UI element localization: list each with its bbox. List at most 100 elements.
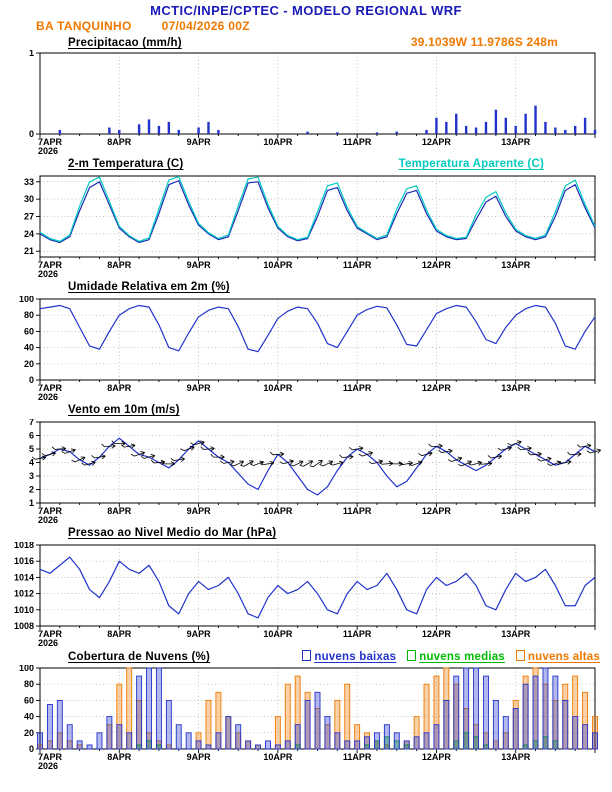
svg-text:2026: 2026 (38, 515, 58, 525)
svg-text:27: 27 (24, 212, 34, 222)
svg-text:20: 20 (24, 359, 34, 369)
svg-text:11APR: 11APR (343, 260, 372, 270)
svg-text:7APR: 7APR (38, 383, 63, 393)
panel-pressure: Pressao ao Nivel Medio do Mar (hPa) 1008… (0, 527, 612, 648)
svg-text:1018: 1018 (14, 542, 34, 550)
legend-apparent-temperature: Temperatura Aparente (C) (398, 158, 544, 170)
svg-text:7APR: 7APR (38, 260, 63, 270)
svg-text:0: 0 (29, 744, 34, 754)
svg-text:12APR: 12APR (422, 383, 452, 393)
svg-text:8APR: 8APR (107, 629, 132, 639)
svg-text:11APR: 11APR (343, 137, 372, 147)
svg-text:1014: 1014 (14, 572, 34, 582)
header: MCTIC/INPE/CPTEC - MODELO REGIONAL WRF B… (0, 0, 612, 33)
svg-text:100: 100 (19, 296, 34, 304)
svg-text:10APR: 10APR (263, 137, 293, 147)
svg-text:10APR: 10APR (263, 752, 293, 762)
panel-wind: Vento em 10m (m/s) 1 2 3 4 5 6 7 7APR 2026 8APR 9A… (0, 404, 612, 525)
svg-text:13APR: 13APR (501, 383, 531, 393)
mid-clouds-swatch-icon (407, 650, 417, 661)
svg-text:33: 33 (24, 177, 34, 187)
svg-text:11APR: 11APR (343, 629, 372, 639)
svg-text:8APR: 8APR (107, 260, 132, 270)
svg-text:60: 60 (24, 326, 34, 336)
svg-text:21: 21 (24, 246, 34, 256)
svg-text:40: 40 (24, 712, 34, 722)
panel-temperature: 2-m Temperatura (C) Temperatura Aparente… (0, 158, 612, 279)
panel-title-wind: Vento em 10m (m/s) (68, 404, 180, 416)
legend-mid-clouds: nuvens medias (407, 650, 505, 663)
svg-text:2: 2 (29, 485, 34, 495)
svg-text:40: 40 (24, 343, 34, 353)
svg-text:13APR: 13APR (501, 752, 531, 762)
svg-text:13APR: 13APR (501, 137, 531, 147)
panel-title-pressure: Pressao ao Nivel Medio do Mar (hPa) (68, 527, 277, 539)
svg-text:11APR: 11APR (343, 752, 372, 762)
svg-text:7APR: 7APR (38, 506, 63, 516)
svg-text:7APR: 7APR (38, 629, 63, 639)
svg-text:9APR: 9APR (187, 260, 212, 270)
svg-text:1: 1 (29, 50, 34, 58)
legend-low-clouds: nuvens baixas (302, 650, 396, 663)
svg-text:9APR: 9APR (187, 752, 212, 762)
svg-text:9APR: 9APR (187, 137, 212, 147)
svg-text:9APR: 9APR (187, 506, 212, 516)
svg-text:13APR: 13APR (501, 260, 531, 270)
panel-precipitation: Precipitacao (mm/h) 39.1039W 11.9786S 24… (0, 35, 612, 156)
svg-text:0: 0 (29, 375, 34, 385)
svg-text:2026: 2026 (38, 269, 58, 279)
svg-text:100: 100 (19, 665, 34, 673)
low-clouds-swatch-icon (302, 650, 312, 661)
svg-text:11APR: 11APR (343, 506, 372, 516)
svg-text:0: 0 (29, 129, 34, 139)
svg-text:8APR: 8APR (107, 752, 132, 762)
svg-text:9APR: 9APR (187, 629, 212, 639)
svg-text:1: 1 (29, 498, 34, 508)
subtitle-row: BA TANQUINHO 07/04/2026 00Z (36, 19, 612, 33)
svg-text:10APR: 10APR (263, 383, 293, 393)
svg-text:20: 20 (24, 728, 34, 738)
svg-text:13APR: 13APR (501, 629, 531, 639)
station-coordinates: 39.1039W 11.9786S 248m (410, 35, 558, 49)
panel-title-precipitation: Precipitacao (mm/h) (68, 37, 182, 49)
page-title: MCTIC/INPE/CPTEC - MODELO REGIONAL WRF (150, 3, 462, 18)
svg-text:1016: 1016 (14, 556, 34, 566)
svg-text:1010: 1010 (14, 605, 34, 615)
svg-text:6: 6 (29, 431, 34, 441)
station-name: BA TANQUINHO (36, 19, 132, 33)
svg-text:80: 80 (24, 679, 34, 689)
svg-text:13APR: 13APR (501, 506, 531, 516)
svg-text:2026: 2026 (38, 392, 58, 402)
svg-text:5: 5 (29, 444, 34, 454)
svg-text:7APR: 7APR (38, 137, 63, 147)
panel-humidity: Umidade Relativa em 2m (%) 0 20 40 60 80 100 7… (0, 281, 612, 402)
svg-text:2026: 2026 (38, 638, 58, 648)
panel-clouds: Cobertura de Nuvens (%) nuvens baixas nu… (0, 650, 612, 771)
svg-text:12APR: 12APR (422, 629, 452, 639)
svg-text:8APR: 8APR (107, 137, 132, 147)
svg-text:8APR: 8APR (107, 383, 132, 393)
svg-text:7APR: 7APR (38, 752, 63, 762)
svg-text:2026: 2026 (38, 146, 58, 156)
panel-title-temperature: 2-m Temperatura (C) (68, 158, 184, 170)
svg-text:7: 7 (29, 419, 34, 427)
svg-text:10APR: 10APR (263, 260, 293, 270)
svg-text:10APR: 10APR (263, 506, 293, 516)
svg-text:12APR: 12APR (422, 752, 452, 762)
svg-text:12APR: 12APR (422, 137, 452, 147)
svg-text:24: 24 (24, 229, 34, 239)
svg-text:12APR: 12APR (422, 260, 452, 270)
high-clouds-swatch-icon (515, 650, 525, 661)
svg-text:1008: 1008 (14, 621, 34, 631)
svg-text:9APR: 9APR (187, 383, 212, 393)
svg-text:4: 4 (29, 458, 34, 468)
panel-title-clouds: Cobertura de Nuvens (%) (68, 651, 210, 663)
svg-text:1012: 1012 (14, 589, 34, 599)
svg-text:80: 80 (24, 310, 34, 320)
svg-text:2026: 2026 (38, 761, 58, 771)
svg-text:10APR: 10APR (263, 629, 293, 639)
